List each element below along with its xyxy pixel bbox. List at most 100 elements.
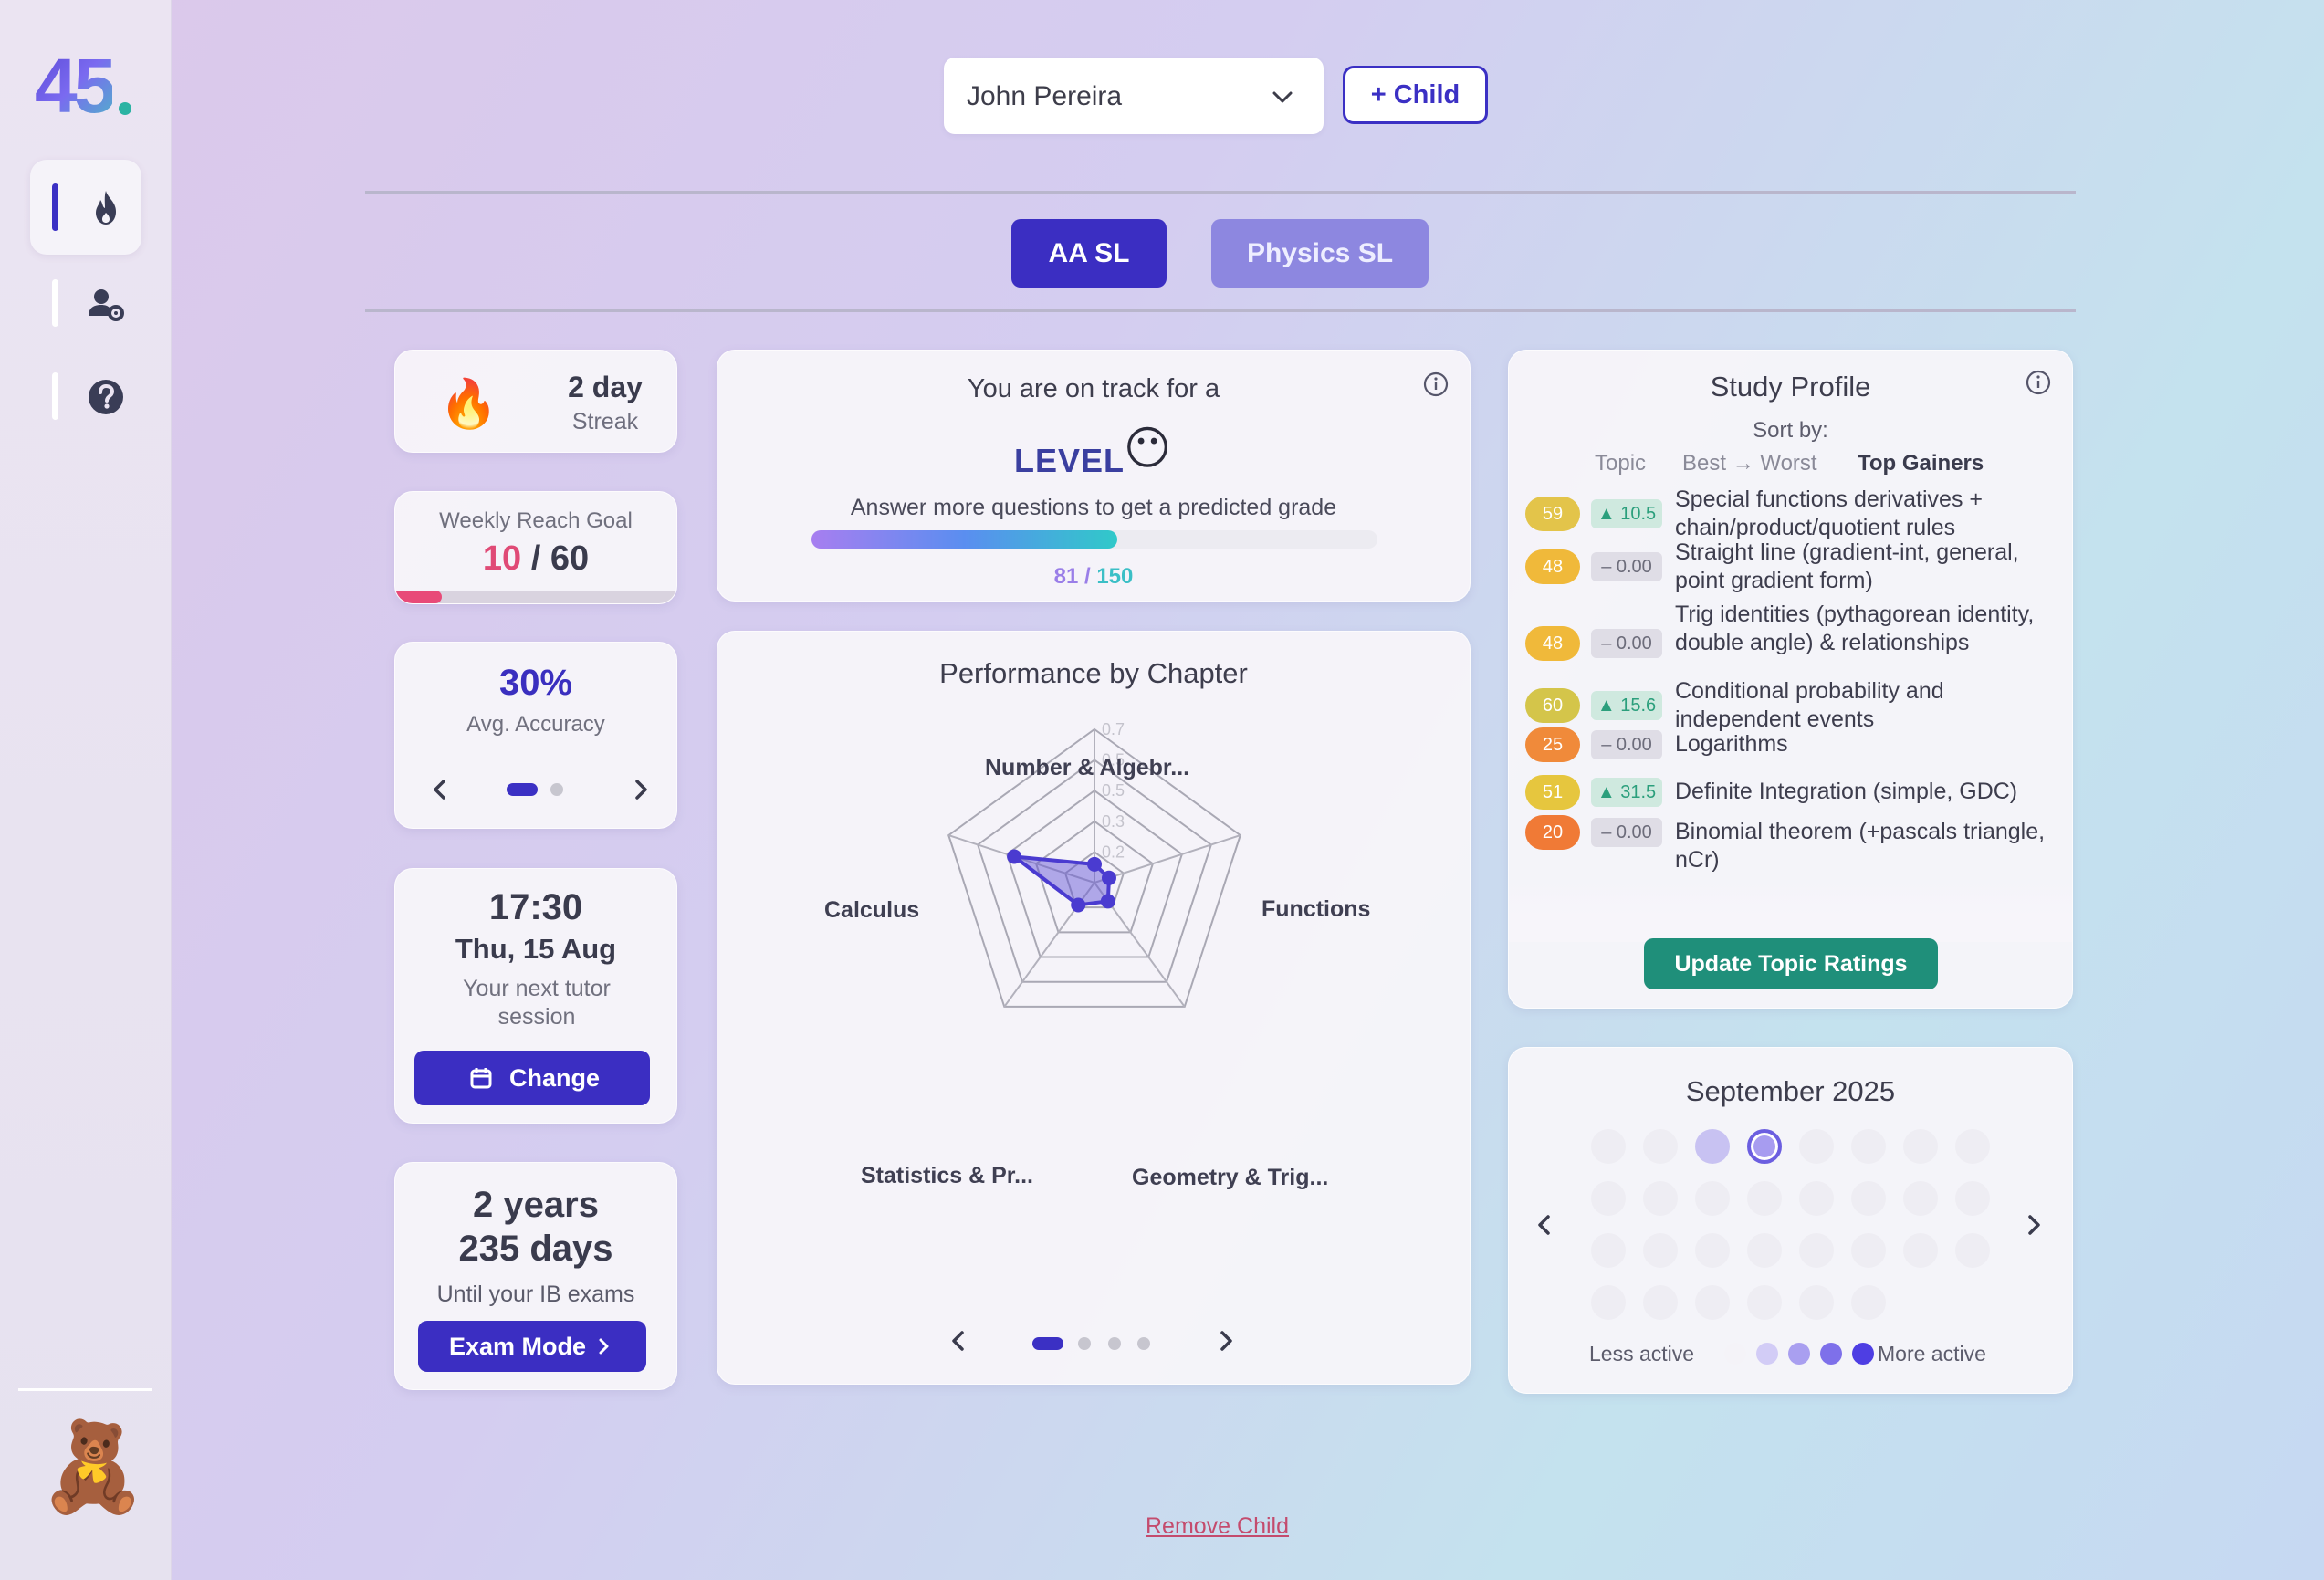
neutral-face-icon: 😶 — [1124, 423, 1172, 474]
exam-mode-label: Exam Mode — [449, 1333, 587, 1360]
sidebar-item-account-settings[interactable] — [30, 256, 141, 351]
topic-row[interactable]: 59 ▲ 10.5 Special functions derivatives + … — [1525, 486, 2055, 542]
tutor-date: Thu, 15 Aug — [455, 933, 617, 965]
pager-dot-active[interactable] — [507, 783, 538, 796]
tab-aa-sl[interactable]: AA SL — [1011, 219, 1167, 288]
radar-label-calculus: Calculus — [824, 897, 920, 923]
chevron-left-icon[interactable] — [943, 1325, 974, 1356]
profile-avatar[interactable]: 🧸 — [38, 1418, 148, 1516]
radar-label-number-algebra: Number & Algebr... — [985, 755, 1190, 780]
chevron-right-icon[interactable] — [625, 774, 656, 805]
calendar-day[interactable] — [1747, 1285, 1782, 1320]
remove-child-link[interactable]: Remove Child — [1146, 1513, 1290, 1539]
app-logo[interactable]: 45 — [35, 43, 116, 129]
pager-dot[interactable] — [1108, 1337, 1121, 1350]
radar-ring-label: 0.5 — [1102, 751, 1125, 769]
calendar-day[interactable] — [1955, 1181, 1990, 1216]
calendar-day[interactable] — [1643, 1181, 1678, 1216]
calendar-day[interactable] — [1903, 1181, 1938, 1216]
calendar-day[interactable] — [1643, 1285, 1678, 1320]
calendar-day[interactable] — [1903, 1129, 1938, 1164]
sidebar-item-help[interactable] — [30, 349, 141, 444]
chevron-right-icon[interactable] — [2018, 1209, 2049, 1240]
radar-point — [1101, 870, 1116, 885]
calendar-day[interactable] — [1851, 1233, 1886, 1268]
calendar-day[interactable] — [1643, 1129, 1678, 1164]
calendar-day[interactable] — [1747, 1181, 1782, 1216]
info-icon[interactable] — [1422, 371, 1450, 398]
calendar-title: September 2025 — [1509, 1075, 2072, 1108]
sidebar-divider — [18, 1388, 152, 1391]
legend-dot — [1820, 1343, 1842, 1365]
tab-physics-sl[interactable]: Physics SL — [1211, 219, 1429, 288]
radar-point — [1071, 897, 1086, 913]
topic-delta-badge: ▲ 10.5 — [1591, 499, 1662, 528]
radar-label-statistics: Statistics & Pr... — [861, 1163, 1033, 1188]
calendar-day[interactable] — [1799, 1181, 1834, 1216]
pager-dot[interactable] — [550, 783, 563, 796]
topic-row[interactable]: 25 – 0.00 Logarithms — [1525, 727, 2055, 762]
child-select[interactable]: John Pereira — [944, 58, 1324, 134]
calendar-day[interactable] — [1851, 1129, 1886, 1164]
pager-dot-active[interactable] — [1032, 1337, 1063, 1350]
calendar-day[interactable] — [1695, 1129, 1730, 1164]
topic-row[interactable]: 48 – 0.00 Trig identities (pythagorean ide… — [1525, 601, 2055, 685]
user-gear-icon — [89, 289, 124, 321]
topic-score-badge: 25 — [1525, 727, 1580, 762]
calendar-day[interactable] — [1799, 1285, 1834, 1320]
nav-indicator — [52, 372, 58, 420]
calendar-day-today[interactable] — [1747, 1129, 1782, 1164]
legend-dot — [1756, 1343, 1778, 1365]
calendar-day[interactable] — [1695, 1233, 1730, 1268]
sort-option-topic[interactable]: Topic — [1595, 451, 1647, 476]
calendar-day[interactable] — [1643, 1233, 1678, 1268]
calendar-day[interactable] — [1591, 1181, 1626, 1216]
calendar-day[interactable] — [1851, 1181, 1886, 1216]
calendar-day[interactable] — [1851, 1285, 1886, 1320]
calendar-day[interactable] — [1591, 1233, 1626, 1268]
sort-option-best-worst[interactable]: Best → Worst — [1682, 451, 1817, 476]
chevron-left-icon[interactable] — [424, 774, 455, 805]
sort-option-top-gainers[interactable]: Top Gainers — [1858, 451, 1984, 476]
topic-row[interactable]: 60 ▲ 15.6 Conditional probability and inde… — [1525, 677, 2055, 734]
calendar-day[interactable] — [1799, 1233, 1834, 1268]
topic-delta-badge: – 0.00 — [1591, 729, 1662, 759]
sidebar-item-streak[interactable] — [30, 160, 141, 255]
radar-label-geometry-trig: Geometry & Trig... — [1132, 1165, 1329, 1190]
divider-bottom — [365, 309, 2076, 312]
calendar-day[interactable] — [1591, 1285, 1626, 1320]
topic-score-badge: 60 — [1525, 688, 1580, 723]
accuracy-label: Avg. Accuracy — [466, 712, 605, 737]
streak-label: Streak — [571, 409, 639, 434]
chevron-down-icon — [1272, 91, 1293, 103]
calendar-day[interactable] — [1955, 1233, 1990, 1268]
exam-mode-button[interactable]: Exam Mode — [418, 1321, 646, 1372]
calendar-day[interactable] — [1903, 1233, 1938, 1268]
calendar-day[interactable] — [1955, 1129, 1990, 1164]
pager-dot[interactable] — [1078, 1337, 1091, 1350]
calendar-day[interactable] — [1799, 1129, 1834, 1164]
update-topic-ratings-button[interactable]: Update Topic Ratings — [1644, 938, 1938, 989]
topic-row[interactable]: 20 – 0.00 Binomial theorem (+pascals trian… — [1525, 814, 2055, 873]
weekly-goal-track — [395, 591, 676, 603]
active-indicator — [52, 183, 58, 231]
add-child-button[interactable]: + Child — [1343, 66, 1488, 124]
topic-delta-badge: – 0.00 — [1591, 817, 1662, 847]
help-icon — [89, 380, 123, 414]
topic-row[interactable]: 51 ▲ 31.5 Definite Integration (simple, GD… — [1525, 774, 2055, 810]
change-session-button[interactable]: Change — [414, 1051, 650, 1105]
fire-icon: 🔥 — [439, 378, 498, 431]
calendar-day[interactable] — [1695, 1285, 1730, 1320]
topic-name: Trig identities (pythagorean identity, d… — [1675, 602, 2035, 655]
prediction-progress-track — [811, 530, 1377, 549]
calendar-day[interactable] — [1695, 1181, 1730, 1216]
topic-row[interactable]: 48 – 0.00 Straight line (gradient-int, gen… — [1525, 539, 2055, 595]
chevron-left-icon[interactable] — [1529, 1209, 1560, 1240]
info-icon[interactable] — [2025, 369, 2052, 396]
prediction-card: You are on track for a LEVEL 😶 Answer mo… — [717, 350, 1471, 602]
pager-dot[interactable] — [1137, 1337, 1150, 1350]
calendar-day[interactable] — [1747, 1233, 1782, 1268]
radar-label-functions: Functions — [1261, 896, 1371, 922]
chevron-right-icon[interactable] — [1210, 1325, 1241, 1356]
calendar-day[interactable] — [1591, 1129, 1626, 1164]
